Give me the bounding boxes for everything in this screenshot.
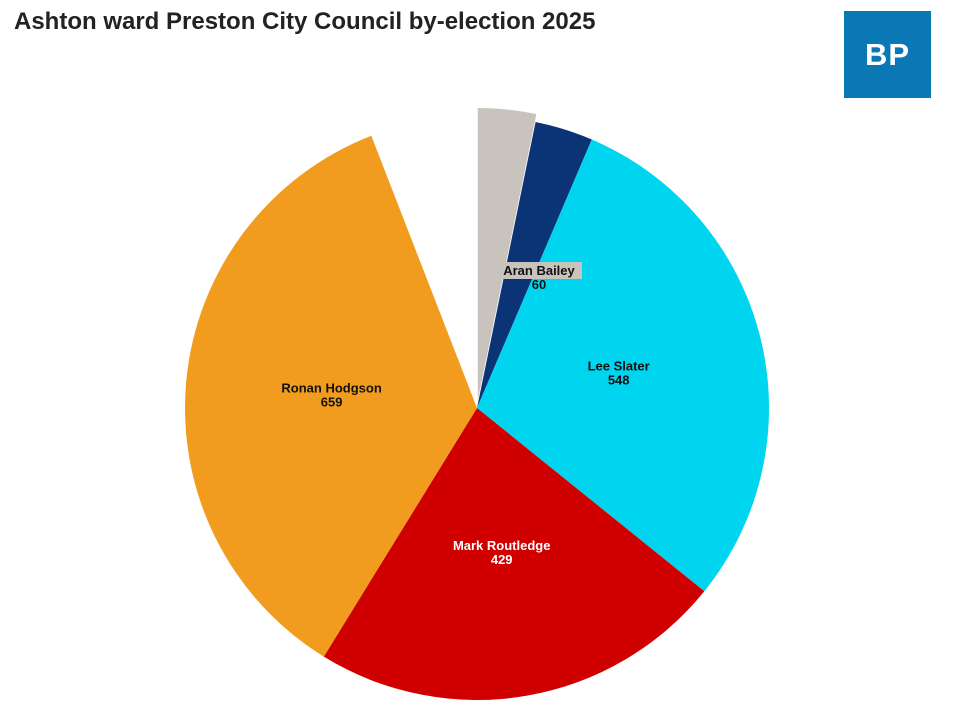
slice-label-lee-slater-value: 548 <box>608 373 630 388</box>
logo-text: BP <box>864 36 911 72</box>
slice-label-ronan-hodgson-value: 659 <box>321 395 343 410</box>
callout-label-background <box>496 262 582 279</box>
pie-slice-segment-2 <box>477 108 537 401</box>
bp-logo: BP <box>844 11 931 98</box>
chart-title: Ashton ward Preston City Council by-elec… <box>14 8 596 35</box>
slice-label-mark-routledge-name: Mark Routledge <box>453 538 551 553</box>
pie-slice-aran-bailey <box>369 108 476 401</box>
pie-slice-ronan-hodgson <box>185 135 477 657</box>
pie-slice-mark-routledge <box>323 408 705 700</box>
slice-label-mark-routledge-value: 429 <box>491 552 513 567</box>
callout-label-value: 60 <box>532 277 546 292</box>
callout-label-name: Aran Bailey <box>503 263 575 278</box>
slice-label-ronan-hodgson-name: Ronan Hodgson <box>281 381 381 396</box>
slice-label-lee-slater-name: Lee Slater <box>588 359 650 374</box>
pie-slice-lee-slater <box>477 139 769 592</box>
